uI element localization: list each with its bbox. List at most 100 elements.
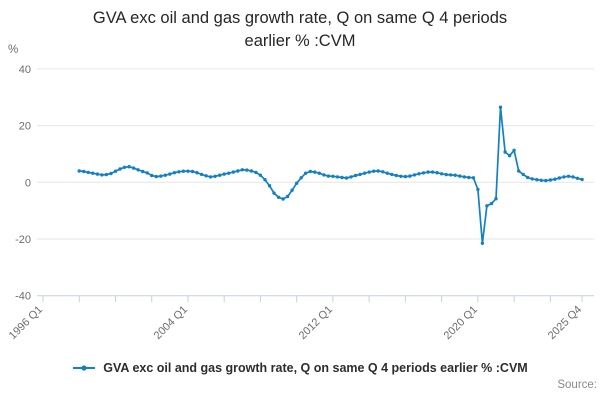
data-point: [227, 171, 231, 175]
legend: GVA exc oil and gas growth rate, Q on sa…: [0, 361, 600, 375]
data-point: [136, 168, 140, 172]
data-point: [159, 174, 163, 178]
y-axis-unit-label: %: [8, 44, 19, 56]
data-point: [299, 176, 303, 180]
data-point: [222, 172, 226, 176]
data-point: [453, 173, 457, 177]
data-point: [168, 172, 172, 176]
data-point: [77, 169, 81, 173]
x-tick-label: 2012 Q1: [297, 304, 335, 342]
data-point: [403, 174, 408, 179]
data-point: [467, 175, 471, 180]
data-point: [512, 148, 516, 152]
data-point: [412, 173, 417, 177]
data-point: [122, 165, 127, 169]
data-point: [521, 172, 525, 177]
x-tick-label: 2025 Q4: [546, 304, 584, 342]
data-point: [145, 171, 149, 175]
data-point: [95, 172, 100, 176]
data-point: [335, 175, 340, 179]
data-point: [417, 172, 421, 176]
data-point: [494, 197, 498, 201]
data-point: [530, 177, 534, 181]
data-point: [426, 170, 430, 174]
data-point: [186, 169, 190, 173]
data-point: [526, 175, 530, 180]
data-point: [240, 168, 244, 172]
data-point: [190, 169, 195, 174]
x-tick-label: 2020 Q1: [442, 304, 480, 342]
data-point: [394, 173, 398, 178]
data-point: [489, 201, 494, 206]
data-point: [331, 174, 335, 178]
data-point: [353, 173, 358, 178]
data-point: [449, 173, 453, 177]
data-point: [195, 171, 199, 175]
data-series-markers: [77, 105, 584, 245]
data-point: [91, 171, 95, 175]
data-point: [399, 174, 403, 178]
data-point: [249, 169, 254, 173]
x-tick-label: 2004 Q1: [152, 304, 190, 342]
data-point: [109, 171, 113, 176]
data-point: [236, 169, 240, 173]
data-point: [458, 174, 462, 178]
data-point: [172, 171, 177, 175]
data-point: [100, 173, 104, 177]
data-point: [544, 178, 548, 183]
data-point: [344, 176, 349, 180]
data-point: [367, 170, 371, 174]
y-tick-label: 20: [19, 121, 31, 133]
data-point: [304, 171, 308, 175]
data-point: [285, 194, 290, 199]
data-point: [326, 174, 331, 178]
legend-series-label: GVA exc oil and gas growth rate, Q on sa…: [103, 361, 528, 375]
y-tick-label: -20: [15, 234, 31, 246]
data-point: [263, 178, 267, 182]
gridlines: [37, 68, 594, 240]
legend-line-marker-icon: [73, 365, 96, 371]
data-point: [272, 191, 276, 195]
data-point: [503, 150, 507, 154]
data-point: [141, 169, 145, 174]
y-axis-tick-labels: 40 20 0 -20 -40: [15, 64, 31, 303]
data-point: [548, 178, 553, 182]
data-point: [408, 174, 412, 178]
data-point: [498, 105, 503, 109]
data-point: [308, 169, 312, 174]
data-point: [390, 172, 394, 177]
data-point: [154, 174, 158, 179]
data-point: [507, 154, 512, 158]
data-point: [362, 171, 367, 175]
data-point: [575, 176, 580, 180]
data-point: [199, 172, 204, 177]
data-point: [539, 178, 543, 182]
data-point: [177, 170, 181, 174]
data-point: [562, 175, 566, 179]
data-point: [258, 173, 263, 177]
data-point: [254, 170, 258, 175]
data-point: [349, 175, 353, 179]
data-point: [317, 171, 321, 175]
data-point: [313, 170, 317, 174]
y-tick-label: 40: [19, 64, 31, 76]
data-point: [231, 170, 235, 174]
data-point: [245, 168, 249, 172]
data-point: [430, 170, 435, 174]
data-point: [204, 174, 208, 178]
data-point: [86, 170, 91, 175]
data-point: [435, 171, 439, 175]
x-tick-label: 1996 Q1: [7, 304, 45, 342]
data-point: [566, 174, 571, 178]
data-point: [127, 165, 131, 169]
data-point: [82, 169, 86, 174]
data-point: [580, 177, 584, 182]
data-point: [376, 169, 380, 173]
data-point: [571, 175, 575, 179]
data-point: [340, 175, 344, 180]
x-axis-tick-labels: 1996 Q1 2004 Q1 2012 Q1 2020 Q1 2025 Q4: [7, 304, 584, 342]
data-point: [290, 188, 294, 192]
chart-title-line1: GVA exc oil and gas growth rate, Q on sa…: [92, 9, 508, 27]
